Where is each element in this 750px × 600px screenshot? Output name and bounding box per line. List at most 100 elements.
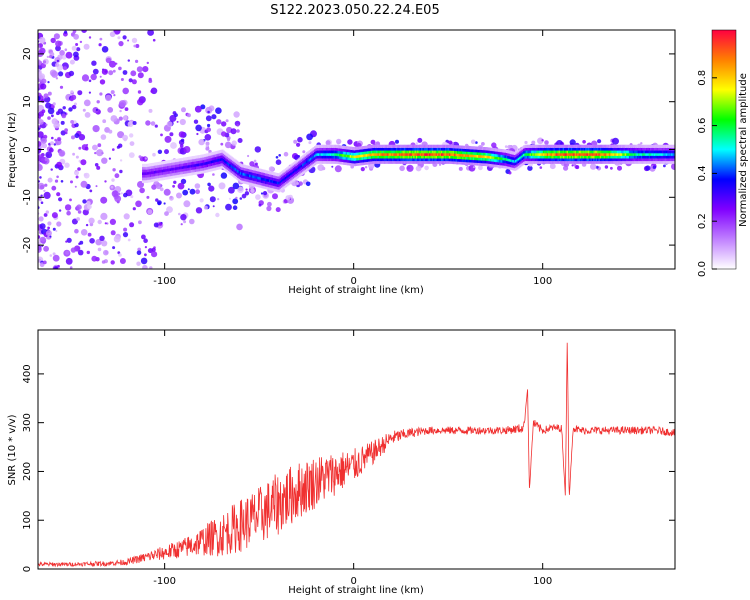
spectrogram-ridge-cell bbox=[246, 178, 249, 182]
spectrogram-ridge-cell bbox=[554, 150, 557, 154]
spectrogram-ridge-cell bbox=[353, 149, 356, 153]
spectrogram-ridge-cell bbox=[161, 166, 164, 170]
spectrogram-ridge-cell bbox=[483, 149, 486, 153]
spectrogram-ridge-cell bbox=[569, 150, 572, 154]
spectrogram-ridge-cell bbox=[353, 163, 356, 167]
spectrogram-ridge-cell bbox=[454, 160, 457, 165]
spectrogram-ridge-cell bbox=[368, 155, 371, 160]
spectrogram-ridge-cell bbox=[450, 147, 453, 151]
spectrogram-noise-cell bbox=[481, 142, 485, 146]
spectrogram-noise-cell bbox=[232, 205, 238, 210]
spectrogram-ridge-cell bbox=[460, 156, 463, 160]
spectrogram-ridge-cell bbox=[540, 155, 543, 159]
spectrogram-ridge-cell bbox=[180, 173, 183, 178]
spectrogram-noise-cell bbox=[55, 40, 62, 47]
spectrogram-ridge-cell bbox=[419, 150, 422, 154]
spectrogram-ridge-cell bbox=[231, 173, 235, 177]
spectrogram-ridge-cell bbox=[340, 148, 343, 152]
spectrogram-ridge-cell bbox=[431, 160, 434, 164]
spectrogram-ridge-cell bbox=[480, 152, 483, 156]
spectrogram-ridge-cell bbox=[314, 162, 317, 166]
spectrogram-ridge-cell bbox=[216, 153, 219, 157]
spectrogram-noise-cell bbox=[154, 124, 158, 128]
spectrogram-noise-cell bbox=[58, 71, 64, 77]
spectrogram-noise-cell bbox=[47, 226, 50, 230]
spectrogram-ridge-cell bbox=[364, 161, 367, 165]
spectrogram-ridge-cell bbox=[181, 168, 184, 172]
spectrogram-noise-cell bbox=[141, 234, 146, 240]
spectrogram-ridge-cell bbox=[280, 181, 284, 185]
spectrogram-noise-cell bbox=[135, 59, 139, 64]
spectrogram-noise-cell bbox=[189, 218, 195, 225]
spectrogram-ridge-cell bbox=[315, 161, 318, 165]
spectrogram-ridge-cell bbox=[307, 167, 310, 171]
spectrogram-noise-cell bbox=[124, 107, 129, 111]
spectrogram-ridge-cell bbox=[331, 150, 334, 154]
spectrogram-ridge-cell bbox=[284, 184, 288, 188]
spectrogram-noise-cell bbox=[417, 137, 423, 143]
spectrogram-ridge-cell bbox=[512, 167, 515, 171]
spectrogram-ridge-cell bbox=[300, 158, 303, 163]
spectrogram-noise-cell bbox=[539, 166, 543, 169]
spectrogram-ridge-cell bbox=[534, 160, 538, 164]
spectrogram-ridge-cell bbox=[169, 173, 172, 177]
spectrogram-ridge-cell bbox=[196, 168, 199, 172]
spectrogram-ridge-cell bbox=[496, 156, 499, 160]
spectrogram-ridge-cell bbox=[221, 152, 224, 156]
spectrogram-noise-cell bbox=[145, 120, 151, 126]
snr-y-tick-label: 0 bbox=[22, 566, 33, 572]
spectrogram-ridge-cell bbox=[163, 161, 166, 165]
spectrogram-ridge-cell bbox=[439, 152, 442, 156]
spectrogram-ridge-cell bbox=[620, 152, 624, 156]
spectrogram-ridge-cell bbox=[372, 155, 375, 159]
spectrogram-ridge-cell bbox=[479, 159, 482, 164]
spectrogram-ridge-cell bbox=[147, 168, 150, 173]
spectrogram-ridge-cell bbox=[528, 147, 531, 151]
spectrogram-ridge-cell bbox=[591, 147, 594, 151]
spectrogram-ridge-cell bbox=[587, 147, 591, 151]
spectrogram-ridge-cell bbox=[598, 147, 601, 151]
spectrogram-ridge-cell bbox=[672, 144, 675, 148]
spectrogram-noise-cell bbox=[267, 201, 272, 207]
spectrogram-ridge-cell bbox=[222, 155, 225, 159]
spectrogram-ridge-cell bbox=[507, 155, 510, 159]
spectrogram-ridge-cell bbox=[642, 147, 645, 151]
spectrogram-ridge-cell bbox=[459, 150, 462, 154]
spectrogram-ridge-cell bbox=[570, 147, 573, 151]
spectrogram-noise-cell bbox=[152, 38, 156, 42]
spectrogram-noise-cell bbox=[79, 240, 84, 245]
spectrogram-ridge-cell bbox=[152, 173, 155, 177]
spectrogram-ridge-cell bbox=[298, 168, 301, 172]
spectrogram-ridge-cell bbox=[609, 147, 612, 151]
spectrogram-ridge-cell bbox=[664, 160, 667, 164]
spectrogram-ridge-cell bbox=[660, 160, 663, 164]
spectrogram-ridge-cell bbox=[478, 157, 481, 161]
spectrogram-ridge-cell bbox=[497, 159, 501, 163]
spectrogram-ridge-cell bbox=[298, 160, 301, 165]
spectrogram-ridge-cell bbox=[540, 157, 543, 162]
spectrogram-ridge-cell bbox=[429, 144, 432, 148]
spectrogram-ridge-cell bbox=[574, 157, 577, 162]
spectrogram-ridge-cell bbox=[190, 169, 194, 173]
spectrogram-ridge-cell bbox=[177, 166, 180, 170]
spectrogram-ridge-cell bbox=[214, 167, 217, 171]
spectrogram-ridge-cell bbox=[534, 150, 538, 154]
spectrogram-ridge-cell bbox=[179, 163, 182, 167]
spectrogram-ridge-cell bbox=[627, 147, 630, 151]
spectrogram-ridge-cell bbox=[533, 155, 536, 159]
spectrogram-ridge-cell bbox=[654, 150, 657, 154]
spectrogram-ridge-cell bbox=[425, 152, 428, 156]
spectrogram-ridge-cell bbox=[667, 160, 670, 164]
spectrogram-ridge-cell bbox=[155, 167, 158, 171]
spectrogram-ridge-cell bbox=[454, 150, 457, 154]
spectrogram-ridge-cell bbox=[400, 144, 403, 148]
spectrogram-ridge-cell bbox=[476, 157, 479, 161]
spectrogram-ridge-cell bbox=[409, 160, 412, 164]
spectrogram-ridge-cell bbox=[627, 157, 630, 162]
spectrogram-ridge-cell bbox=[578, 147, 581, 151]
spectrogram-ridge-cell bbox=[546, 144, 549, 148]
spectrogram-ridge-cell bbox=[243, 180, 246, 184]
spectrogram-ridge-cell bbox=[361, 151, 364, 155]
spectrogram-ridge-cell bbox=[470, 146, 473, 150]
spectrogram-ridge-cell bbox=[558, 152, 561, 156]
